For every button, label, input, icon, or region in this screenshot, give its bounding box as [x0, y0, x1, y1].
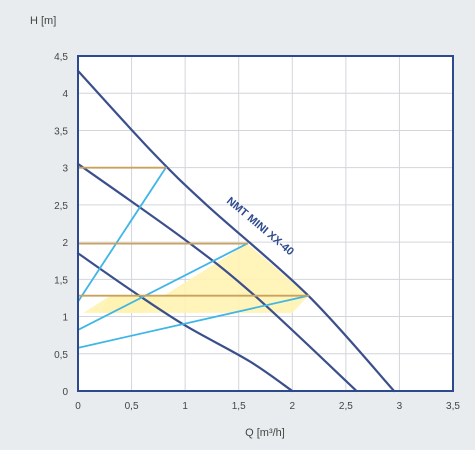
- y-axis-label: H [m]: [30, 15, 56, 27]
- y-tick-label: 3: [62, 164, 68, 175]
- system-curve-4: [77, 166, 167, 303]
- pump-curve-3: [76, 252, 294, 393]
- grid: [78, 56, 453, 391]
- x-axis-label: Q [m³/h]: [245, 427, 285, 439]
- operating-region: [83, 243, 309, 313]
- plot-border: [77, 55, 454, 392]
- system-curve-6: [77, 294, 310, 349]
- y-tick-label: 2: [62, 238, 68, 249]
- y-tick-label: 0,5: [54, 350, 68, 361]
- y-tick-label: 3,5: [54, 126, 68, 137]
- x-tick-label: 3,5: [446, 401, 460, 412]
- plot-background: [78, 56, 453, 391]
- y-tick-label: 4,5: [54, 52, 68, 63]
- operating-region-fill: [163, 243, 309, 296]
- x-tick-label: 2,5: [339, 401, 353, 412]
- y-tick-label: 1: [62, 313, 68, 324]
- series: [76, 69, 396, 393]
- tick-labels: 0 0,5 1 1,5 2 2,5 3 3,5 0 0,5 1 1,5 2 2,5 3 3,5 4 4,5: [54, 52, 460, 412]
- x-tick-label: 1,5: [232, 401, 246, 412]
- system-curve-5: [77, 242, 249, 331]
- pump-curve-1: [76, 69, 396, 393]
- operating-region-fill: [83, 295, 164, 313]
- x-tick-label: 2: [290, 401, 296, 412]
- x-tick-label: 0: [75, 401, 81, 412]
- pump-curve-2: [76, 162, 358, 393]
- x-tick-label: 0,5: [125, 401, 139, 412]
- x-tick-label: 1: [182, 401, 188, 412]
- y-tick-label: 4: [62, 89, 68, 100]
- x-tick-label: 3: [397, 401, 403, 412]
- y-tick-label: 1,5: [54, 275, 68, 286]
- y-tick-label: 0: [62, 387, 68, 398]
- y-tick-label: 2,5: [54, 201, 68, 212]
